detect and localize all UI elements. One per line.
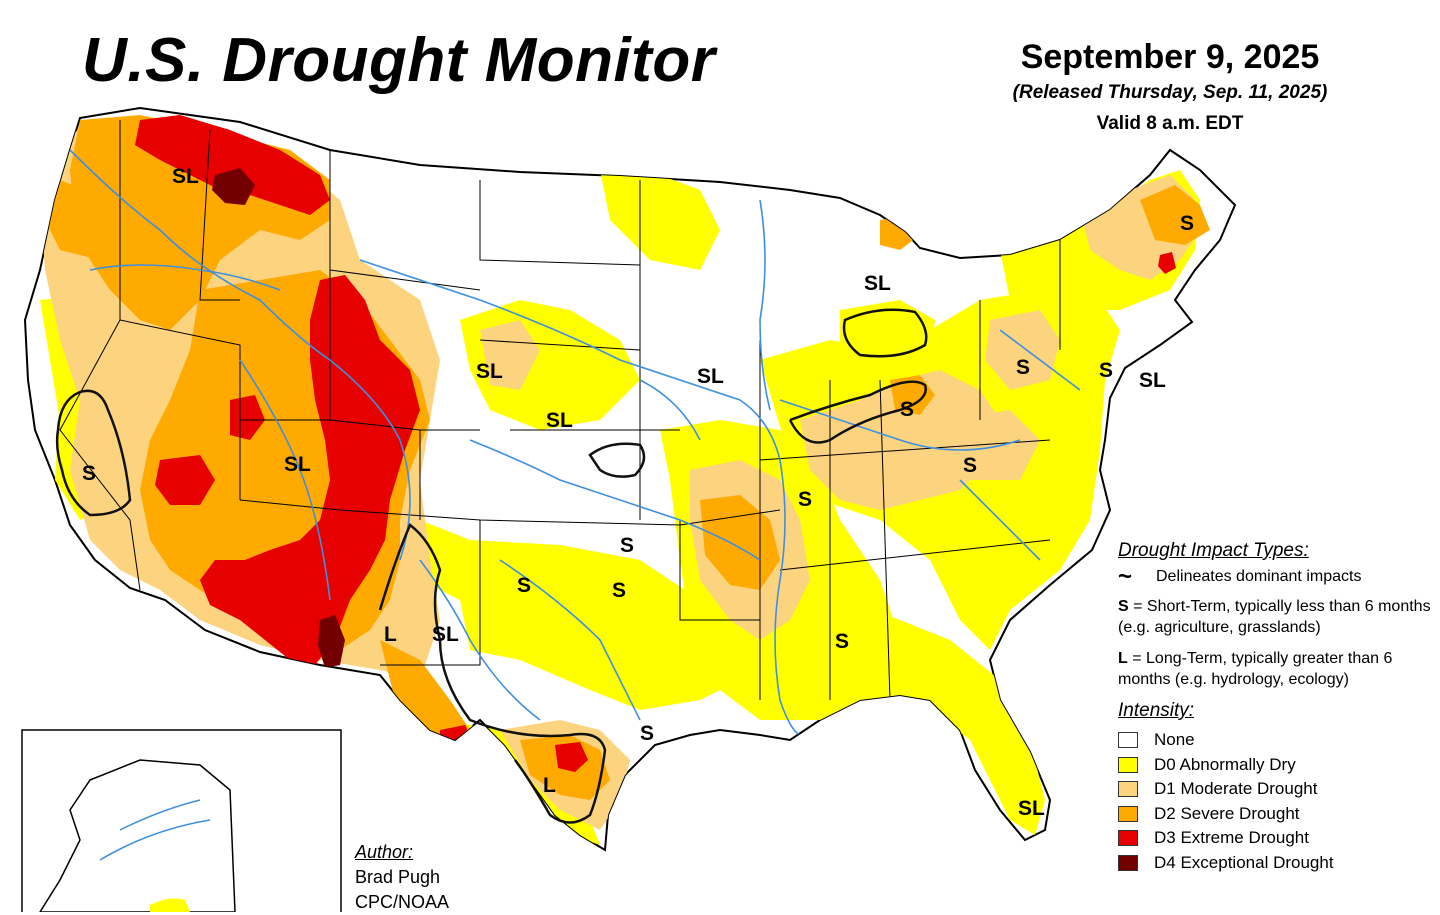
date-block: September 9, 2025 (Released Thursday, Se…	[960, 38, 1380, 135]
impact-label: S	[1180, 212, 1194, 235]
intensity-d1: D1 Moderate Drought	[1118, 777, 1440, 802]
impact-label: S	[900, 398, 914, 421]
intensity-label: D1 Moderate Drought	[1154, 779, 1318, 799]
impact-label: S	[1016, 356, 1030, 379]
intensity-label: None	[1154, 730, 1195, 750]
impact-label: S	[82, 462, 96, 485]
d3-areas	[135, 115, 1176, 772]
impact-label: SL	[172, 165, 199, 188]
impact-label: S	[1099, 359, 1113, 382]
impact-label: SL	[546, 409, 573, 432]
impact-delineations	[55, 308, 928, 824]
tilde-line-icon: ~	[1118, 563, 1133, 590]
intensity-d2: D2 Severe Drought	[1118, 802, 1440, 827]
intensity-label: D0 Abnormally Dry	[1154, 754, 1296, 774]
impact-label: S	[640, 722, 654, 745]
long-term-desc: = Long-Term, typically greater than 6 mo…	[1118, 650, 1393, 688]
impact-label: SL	[284, 453, 311, 476]
map-date: September 9, 2025	[1020, 38, 1320, 76]
intensity-none: None	[1118, 728, 1440, 753]
intensity-heading: Intensity:	[1118, 700, 1195, 721]
alaska-inset	[21, 729, 342, 912]
impact-label: L	[384, 623, 397, 646]
impact-types-heading: Drought Impact Types:	[1118, 540, 1309, 561]
impact-label: SL	[476, 360, 503, 383]
short-term-code: S	[1118, 598, 1129, 615]
valid-time: Valid 8 a.m. EDT	[1096, 112, 1244, 134]
legend: Drought Impact Types: ~ Delineates domin…	[1118, 540, 1440, 875]
author-block: Author: Brad Pugh CPC/NOAA	[355, 840, 449, 915]
swatch-none	[1118, 732, 1138, 749]
impact-label: S	[835, 630, 849, 653]
delineation-key: ~ Delineates dominant impacts	[1118, 563, 1440, 590]
impact-label: SL	[697, 365, 724, 388]
rivers	[69, 149, 1081, 736]
impact-label: S	[620, 534, 634, 557]
impact-labels: SL SL SL SL SL SL SL SL SL SL S S S S S …	[82, 165, 1194, 820]
intensity-label: D4 Exceptional Drought	[1154, 852, 1334, 872]
impact-label: SL	[432, 623, 459, 646]
impact-label: SL	[864, 272, 891, 295]
impact-label: SL	[1139, 369, 1166, 392]
swatch-d0	[1118, 756, 1138, 773]
long-term-code: L	[1118, 650, 1128, 667]
impact-label: S	[963, 454, 977, 477]
author-org: CPC/NOAA	[355, 892, 450, 912]
long-term-key: L = Long-Term, typically greater than 6 …	[1118, 648, 1440, 690]
intensity-label: D3 Extreme Drought	[1154, 828, 1309, 848]
swatch-d1	[1118, 781, 1138, 798]
swatch-d2	[1118, 805, 1138, 822]
impact-label: S	[798, 488, 812, 511]
intensity-d4: D4 Exceptional Drought	[1118, 851, 1440, 876]
swatch-d4	[1118, 854, 1138, 871]
intensity-d0: D0 Abnormally Dry	[1118, 753, 1440, 778]
short-term-desc: = Short-Term, typically less than 6 mont…	[1118, 598, 1431, 636]
intensity-d3: D3 Extreme Drought	[1118, 826, 1440, 851]
impact-label: SL	[1018, 797, 1045, 820]
swatch-d3	[1118, 830, 1138, 847]
delineation-label: Delineates dominant impacts	[1156, 568, 1362, 585]
impact-label: L	[543, 774, 556, 797]
impact-label: S	[517, 574, 531, 597]
map-title: U.S. Drought Monitor	[82, 26, 716, 95]
d4-areas	[212, 168, 345, 668]
impact-label: S	[612, 579, 626, 602]
intensity-label: D2 Severe Drought	[1154, 803, 1300, 823]
state-boundaries	[59, 120, 1061, 701]
author-name: Brad Pugh	[355, 867, 441, 887]
short-term-key: S = Short-Term, typically less than 6 mo…	[1118, 596, 1440, 638]
author-heading: Author:	[355, 842, 414, 862]
release-date: (Released Thursday, Sep. 11, 2025)	[1012, 81, 1328, 103]
